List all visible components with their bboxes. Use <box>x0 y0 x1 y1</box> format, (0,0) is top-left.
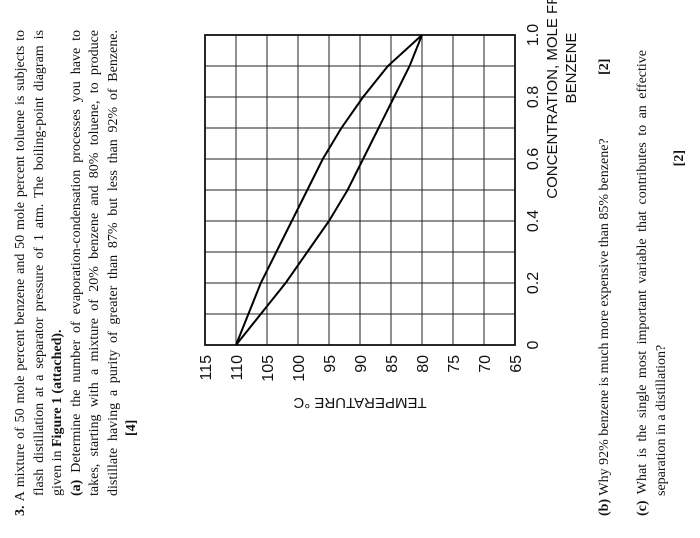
y-tick-label: 115 <box>198 355 215 381</box>
y-tick-label: 70 <box>477 355 494 373</box>
y-axis-title: TEMPERATURE °C <box>293 394 426 411</box>
y-tick-label: 110 <box>229 355 246 381</box>
x-tick-label: 0.6 <box>525 148 542 170</box>
y-tick-label: 75 <box>446 355 463 373</box>
x-tick-label: 0.4 <box>525 210 542 232</box>
plot-frame <box>204 34 516 346</box>
y-tick-label: 105 <box>260 355 277 382</box>
x-tick-label: 0.8 <box>525 86 542 108</box>
y-tick-label: 85 <box>384 355 401 373</box>
x-axis-title: BENZENE <box>563 33 580 104</box>
y-tick-label: 90 <box>353 355 370 373</box>
x-axis-title: CONCENTRATION, MOLE FRACTION <box>544 0 561 199</box>
curve <box>235 34 423 346</box>
x-tick-label: 0 <box>525 340 542 349</box>
x-tick-label: 1.0 <box>525 24 542 46</box>
y-tick-label: 65 <box>508 355 525 373</box>
y-tick-label: 80 <box>415 355 432 373</box>
x-tick-label: 0.2 <box>525 272 542 294</box>
y-tick-label: 95 <box>322 355 339 373</box>
y-tick-label: 100 <box>291 355 308 382</box>
curve <box>235 34 423 346</box>
